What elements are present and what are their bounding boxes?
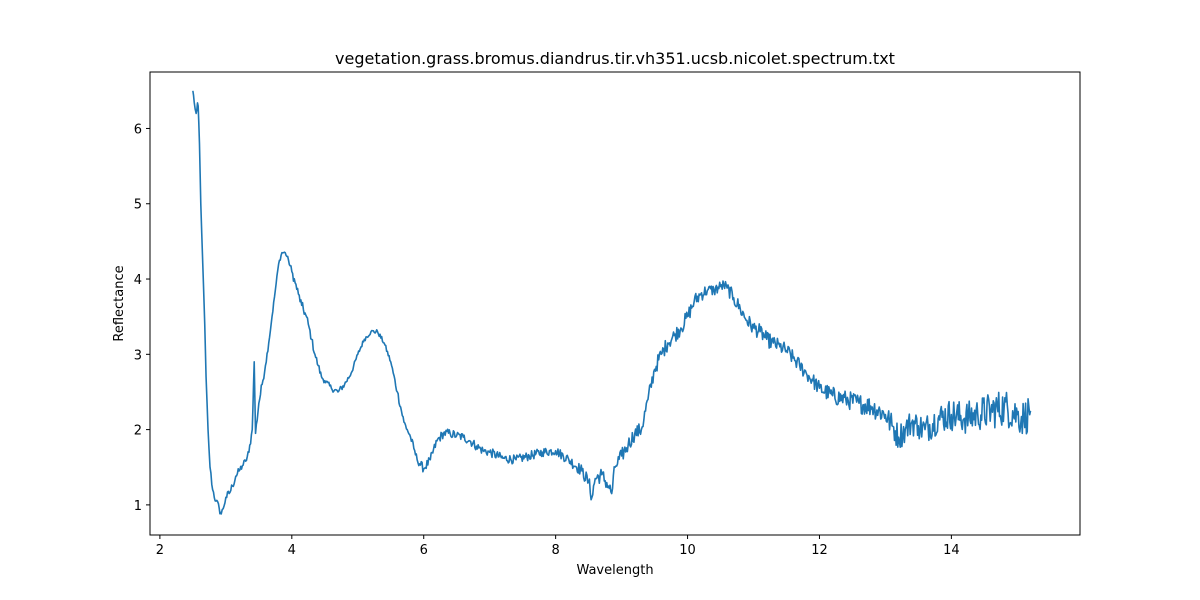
y-axis-label: Reflectance xyxy=(112,265,127,341)
chart-title: vegetation.grass.bromus.diandrus.tir.vh3… xyxy=(335,49,895,68)
x-tick-label: 14 xyxy=(943,543,960,558)
x-tick-label: 8 xyxy=(551,543,559,558)
y-axis: 1 2 3 4 5 6 xyxy=(134,122,150,514)
y-tick-label: 1 xyxy=(134,499,142,514)
y-tick-label: 2 xyxy=(134,424,142,439)
x-tick-label: 10 xyxy=(679,543,696,558)
y-tick-label: 6 xyxy=(134,122,142,137)
spectrum-series-line xyxy=(192,90,1032,515)
y-tick-label: 4 xyxy=(134,273,142,288)
x-axis-label: Wavelength xyxy=(576,563,653,578)
axes-frame xyxy=(149,71,1081,536)
x-tick-label: 2 xyxy=(156,543,164,558)
x-tick-label: 12 xyxy=(811,543,828,558)
plot-area xyxy=(192,90,1032,515)
x-tick-label: 6 xyxy=(420,543,428,558)
x-axis: 2 4 6 8 10 12 14 xyxy=(156,535,960,558)
y-tick-label: 5 xyxy=(134,198,142,213)
x-tick-label: 4 xyxy=(288,543,296,558)
y-tick-label: 3 xyxy=(134,348,142,363)
